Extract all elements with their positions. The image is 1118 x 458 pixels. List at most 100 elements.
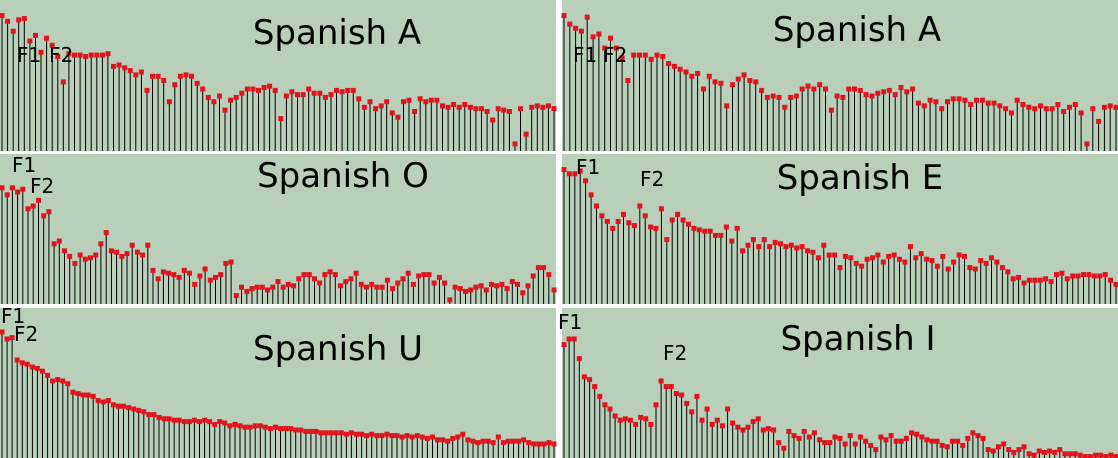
harmonic-peak-marker: [265, 287, 271, 293]
harmonic-peak-marker: [956, 96, 962, 102]
harmonic-peak-marker: [781, 445, 787, 451]
harmonic-peak-marker: [689, 409, 695, 415]
harmonic-peak-marker: [530, 273, 536, 279]
harmonic-peak-marker: [338, 430, 344, 436]
harmonic-peak-marker: [608, 35, 613, 41]
harmonic-peak-marker: [638, 414, 644, 420]
formant-label-f2: F2: [49, 43, 73, 67]
harmonic-peak-marker: [150, 267, 156, 273]
harmonic-peak-marker: [442, 280, 448, 286]
harmonic-peak-marker: [395, 280, 401, 286]
harmonic-peak-marker: [648, 56, 654, 62]
harmonic-peak-marker: [338, 283, 343, 289]
harmonic-peak-marker: [421, 272, 427, 278]
harmonic-peak-marker: [30, 203, 36, 209]
panel-spanish-a-right: Spanish A F1 F2: [561, 0, 1118, 151]
harmonic-peak-marker: [712, 79, 718, 85]
harmonic-peak-marker: [181, 267, 187, 273]
formant-label-f2: F2: [14, 322, 38, 346]
harmonic-peak-marker: [171, 417, 177, 423]
harmonic-peak-marker: [713, 232, 718, 238]
harmonic-peak-marker: [747, 78, 753, 83]
harmonic-peak-marker: [431, 280, 437, 286]
harmonic-peak-marker: [526, 440, 532, 446]
harmonic-peak-marker: [280, 284, 286, 290]
harmonic-peak-marker: [545, 103, 551, 109]
harmonic-peak-marker: [596, 31, 602, 37]
harmonic-peak-marker: [222, 107, 228, 113]
harmonic-peak-marker: [786, 428, 792, 434]
harmonic-peak-marker: [34, 365, 40, 371]
harmonic-peak-marker: [1005, 269, 1011, 275]
harmonic-peak-marker: [770, 93, 776, 99]
harmonic-peak-marker: [361, 104, 367, 110]
harmonic-peak-marker: [1072, 451, 1078, 457]
harmonic-peak-marker: [467, 104, 473, 110]
harmonic-peak-marker: [590, 34, 596, 40]
harmonic-peak-marker: [332, 272, 338, 278]
harmonic-stems: [0, 329, 557, 458]
harmonic-peak-marker: [529, 104, 535, 110]
harmonic-peak-marker: [1043, 106, 1049, 112]
harmonic-peak-marker: [447, 297, 453, 303]
harmonic-peak-marker: [151, 412, 157, 418]
harmonic-peak-marker: [172, 82, 178, 88]
harmonic-peak-marker: [144, 87, 150, 93]
harmonic-peak-marker: [187, 270, 192, 276]
harmonic-peak-marker: [994, 259, 1000, 265]
harmonic-peak-marker: [1026, 451, 1032, 457]
harmonic-peak-marker: [723, 224, 729, 230]
harmonic-peak-marker: [576, 356, 582, 362]
harmonic-peak-marker: [131, 406, 137, 412]
harmonic-peak-marker: [1107, 103, 1113, 109]
formant-label-f2: F2: [663, 341, 687, 365]
harmonic-peak-marker: [704, 406, 710, 412]
harmonic-peak-marker: [927, 97, 933, 103]
harmonic-peak-marker: [93, 252, 99, 258]
harmonic-peak-marker: [16, 17, 22, 23]
harmonic-peak-marker: [100, 399, 106, 405]
harmonic-peak-marker: [810, 249, 816, 255]
harmonic-peak-marker: [686, 221, 691, 227]
harmonic-peak-marker: [249, 286, 255, 292]
panel-spanish-i: Spanish I F1 F2: [558, 308, 1118, 458]
harmonic-peak-marker: [1032, 106, 1038, 112]
harmonic-peak-marker: [202, 266, 208, 272]
harmonic-peak-marker: [116, 403, 121, 409]
harmonic-peak-marker: [915, 100, 921, 106]
panel-background: [562, 0, 1118, 151]
harmonic-peak-marker: [436, 274, 442, 280]
harmonic-peak-marker: [750, 419, 756, 425]
harmonic-peak-marker: [479, 106, 484, 112]
harmonic-peak-marker: [1098, 452, 1104, 458]
harmonic-stems: [561, 167, 1118, 304]
harmonic-peak-marker: [228, 97, 234, 103]
harmonic-peak-marker: [1041, 449, 1047, 455]
harmonic-peak-marker: [730, 82, 735, 88]
panel-background: [0, 0, 556, 151]
harmonic-peak-marker: [127, 68, 133, 74]
harmonic-peak-marker: [1108, 452, 1114, 458]
harmonic-peak-marker: [699, 417, 705, 423]
harmonic-peak-marker: [612, 413, 618, 419]
harmonic-peak-marker: [72, 52, 77, 58]
harmonic-peak-marker: [62, 248, 67, 254]
harmonic-peak-marker: [740, 248, 746, 254]
harmonic-peak-marker: [869, 93, 875, 99]
harmonic-peak-marker: [776, 94, 782, 100]
harmonic-peak-marker: [406, 97, 412, 103]
harmonic-peak-marker: [85, 392, 91, 398]
harmonic-peak-marker: [122, 65, 128, 71]
harmonic-peak-marker: [108, 248, 114, 254]
harmonic-peak-marker: [1003, 106, 1009, 112]
harmonic-peak-marker: [1064, 276, 1070, 282]
harmonic-peak-marker: [929, 438, 935, 444]
harmonic-peak-marker: [223, 260, 229, 266]
harmonic-peak-marker: [291, 283, 297, 289]
harmonic-peak-marker: [573, 25, 579, 31]
harmonic-peak-marker: [581, 374, 587, 380]
harmonic-peak-marker: [868, 442, 874, 448]
harmonic-peak-marker: [864, 256, 870, 262]
harmonic-peak-marker: [460, 431, 466, 437]
harmonic-peak-marker: [718, 80, 724, 86]
